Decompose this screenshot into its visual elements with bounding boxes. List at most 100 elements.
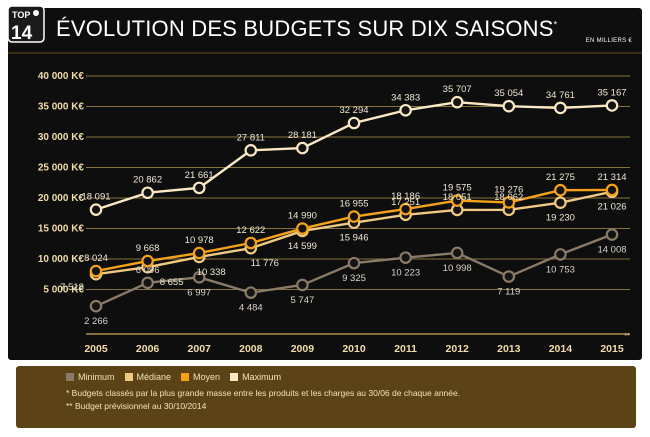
y-tick-label: 10 000 K€ <box>38 254 85 265</box>
maximum-data-label: 21 661 <box>185 170 214 181</box>
legend: Minimum Médiane Moyen Maximum <box>66 372 281 382</box>
mediane-data-label: 8 655 <box>160 277 184 288</box>
legend-label-maximum: Maximum <box>242 372 282 382</box>
moyen-point <box>347 210 361 223</box>
page-title: ÉVOLUTION DES BUDGETS SUR DIX SAISONS* <box>56 16 557 42</box>
maximum-point <box>554 101 567 115</box>
moyen-data-label: 14 990 <box>288 211 317 222</box>
legend-label-minimum: Minimum <box>78 372 115 382</box>
minimum-point <box>244 286 258 299</box>
logo-top-text: TOP <box>12 10 30 20</box>
title-text: ÉVOLUTION DES BUDGETS SUR DIX SAISONS <box>56 16 554 41</box>
legend-box: Minimum Médiane Moyen Maximum * Budgets … <box>16 366 636 428</box>
maximum-point <box>605 99 619 112</box>
title-divider <box>8 52 642 54</box>
moyen-point <box>554 183 567 197</box>
maximum-data-label: 34 761 <box>546 90 575 101</box>
legend-swatch-maximum <box>230 373 239 381</box>
moyen-point <box>89 264 103 278</box>
y-tick-label: 35 000 K€ <box>38 102 85 113</box>
maximum-point <box>347 116 361 130</box>
moyen-data-label: 18 186 <box>391 191 420 202</box>
unit-note: EN MILLIERS € <box>585 38 632 44</box>
maximum-data-label: 20 862 <box>133 175 162 186</box>
legend-swatch-mediane <box>124 373 133 381</box>
moyen-data-label: 19 575 <box>443 183 472 194</box>
y-tick-label: 15 000 K€ <box>38 224 85 235</box>
minimum-point <box>605 228 619 241</box>
x-tick-label: 2012 <box>446 343 470 355</box>
title-mark: * <box>553 19 558 30</box>
moyen-data-label: 16 955 <box>339 199 368 210</box>
maximum-data-label: 27 811 <box>237 132 265 143</box>
x-tick-label: 2013 <box>497 343 521 355</box>
legend-label-mediane: Médiane <box>136 372 172 382</box>
maximum-data-label: 35 054 <box>494 88 523 99</box>
x-tick-label: 2009 <box>291 343 315 355</box>
moyen-data-label: 12 622 <box>236 225 265 236</box>
minimum-point <box>347 256 361 270</box>
minimum-series-line <box>95 233 613 308</box>
chart-panel <box>8 8 642 360</box>
minimum-point <box>399 251 412 264</box>
legend-swatch-moyen <box>181 373 190 381</box>
moyen-data-label: 21 275 <box>546 172 575 183</box>
legend-item-mediane: Médiane <box>124 372 172 382</box>
moyen-point <box>399 202 412 216</box>
maximum-point <box>141 186 154 200</box>
maximum-data-label: 32 294 <box>339 105 368 116</box>
mediane-point <box>554 196 567 209</box>
mediane-data-label: 7 518 <box>60 282 84 293</box>
moyen-data-label: 8 024 <box>84 253 108 264</box>
moyen-point <box>450 194 464 207</box>
maximum-data-label: 35 167 <box>597 87 626 98</box>
minimum-point <box>192 271 206 284</box>
forecast-mark: ** <box>624 333 630 340</box>
minimum-data-label: 2 266 <box>84 316 108 327</box>
maximum-point <box>89 203 103 216</box>
moyen-point <box>605 183 619 197</box>
maximum-data-label: 35 707 <box>443 84 472 95</box>
maximum-point <box>244 144 258 157</box>
maximum-data-label: 34 383 <box>391 92 420 103</box>
mediane-data-label: 21 026 <box>597 202 626 213</box>
maximum-point <box>399 103 412 117</box>
minimum-point <box>141 276 154 290</box>
mediane-data-label: 10 338 <box>197 267 226 278</box>
x-tick-label: 2014 <box>549 343 573 355</box>
minimum-data-label: 10 998 <box>443 263 472 274</box>
minimum-point <box>502 270 516 283</box>
moyen-point <box>502 196 516 209</box>
y-tick-label: 5 000 K€ <box>43 285 84 296</box>
y-tick-label: 20 000 K€ <box>38 193 85 204</box>
moyen-point <box>192 246 206 260</box>
mediane-data-label: 19 230 <box>546 213 575 224</box>
minimum-point <box>554 248 567 261</box>
moyen-data-label: 21 314 <box>597 172 626 183</box>
maximum-point <box>502 99 516 113</box>
x-tick-label: 2007 <box>188 343 212 355</box>
maximum-point <box>296 141 309 155</box>
y-tick-label: 25 000 K€ <box>38 163 85 174</box>
legend-item-moyen: Moyen <box>181 372 220 382</box>
footnote-forecast: ** Budget prévisionnel au 30/10/2014 <box>66 401 207 411</box>
moyen-data-label: 10 978 <box>185 235 214 246</box>
maximum-point <box>450 95 464 109</box>
top14-logo: TOP 14 <box>7 5 45 44</box>
legend-label-moyen: Moyen <box>193 372 221 382</box>
maximum-data-label: 28 181 <box>288 130 317 141</box>
logo-number-text: 14 <box>11 23 33 44</box>
x-tick-label: 2005 <box>84 343 108 355</box>
minimum-data-label: 10 223 <box>391 268 420 279</box>
minimum-data-label: 7 119 <box>497 287 520 298</box>
moyen-point <box>296 222 309 235</box>
legend-item-minimum: Minimum <box>66 372 115 382</box>
moyen-point <box>244 236 258 250</box>
maximum-data-label: 18 091 <box>81 192 110 203</box>
legend-swatch-minimum <box>66 373 74 381</box>
y-tick-label: 30 000 K€ <box>38 132 85 143</box>
mediane-data-label: 18 051 <box>443 192 472 203</box>
x-tick-label: 2008 <box>239 343 263 355</box>
moyen-point <box>141 254 154 268</box>
minimum-point <box>450 246 464 260</box>
